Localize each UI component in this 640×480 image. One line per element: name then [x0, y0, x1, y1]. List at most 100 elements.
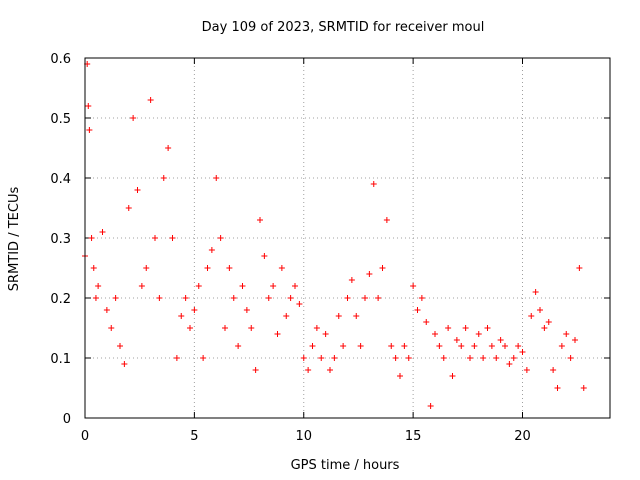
- data-point: [528, 313, 535, 319]
- data-point: [493, 355, 500, 361]
- data-point: [112, 295, 119, 301]
- data-point: [318, 355, 325, 361]
- y-tick-label: 0: [63, 412, 71, 427]
- data-point: [143, 265, 150, 271]
- x-tick-label: 10: [295, 429, 312, 444]
- data-point: [414, 307, 421, 313]
- data-point: [366, 271, 373, 277]
- data-point: [160, 175, 167, 181]
- data-point: [296, 301, 303, 307]
- data-point: [230, 295, 237, 301]
- data-point: [537, 307, 543, 313]
- data-point: [90, 265, 97, 271]
- data-point: [418, 295, 425, 301]
- data-point: [305, 367, 312, 373]
- data-point: [370, 181, 377, 187]
- data-point: [85, 103, 92, 109]
- data-point: [379, 265, 386, 271]
- y-tick-label: 0.2: [50, 292, 71, 307]
- data-point: [480, 355, 487, 361]
- data-point: [292, 283, 298, 289]
- data-point: [243, 307, 250, 313]
- data-point: [545, 319, 552, 325]
- y-tick-label: 0.6: [50, 52, 71, 67]
- y-tick-label: 0.1: [50, 352, 71, 367]
- data-point: [462, 325, 469, 331]
- data-point: [572, 337, 578, 343]
- data-point: [331, 355, 338, 361]
- x-tick-label: 15: [405, 429, 422, 444]
- data-point: [173, 355, 180, 361]
- data-point: [467, 355, 473, 361]
- x-tick-label: 5: [190, 429, 198, 444]
- data-point: [156, 295, 163, 301]
- data-point: [261, 253, 268, 259]
- grid: [85, 58, 610, 418]
- data-point: [340, 343, 347, 349]
- data-point: [92, 295, 99, 301]
- data-point: [217, 235, 224, 241]
- data-point: [147, 97, 154, 103]
- data-point: [502, 343, 508, 349]
- data-point: [449, 373, 456, 379]
- data-point: [248, 325, 255, 331]
- data-point: [274, 331, 281, 337]
- data-point: [182, 295, 189, 301]
- data-point: [440, 355, 447, 361]
- data-point: [125, 205, 132, 211]
- data-point: [222, 325, 228, 331]
- data-point: [195, 283, 202, 289]
- data-point: [313, 325, 320, 331]
- data-point: [401, 343, 408, 349]
- data-point: [88, 235, 95, 241]
- data-point: [541, 325, 548, 331]
- data-point: [353, 313, 360, 319]
- data-point: [532, 289, 539, 295]
- data-point: [283, 313, 290, 319]
- data-point: [519, 349, 526, 355]
- data-point: [580, 385, 587, 391]
- data-point: [388, 343, 395, 349]
- data-point: [484, 325, 491, 331]
- data-point: [510, 355, 517, 361]
- data-point: [357, 343, 364, 349]
- data-point: [270, 283, 277, 289]
- data-point: [103, 307, 110, 313]
- data-point: [436, 343, 443, 349]
- data-point: [362, 295, 368, 301]
- data-point: [191, 307, 198, 313]
- data-point: [563, 331, 570, 337]
- data-point: [178, 313, 185, 319]
- plot-border: [84, 57, 611, 419]
- data-point: [200, 355, 207, 361]
- data-points: [82, 61, 587, 409]
- data-point: [287, 295, 294, 301]
- x-tick-label: 0: [81, 429, 89, 444]
- data-point: [322, 331, 329, 337]
- data-point: [523, 367, 530, 373]
- data-point: [550, 367, 557, 373]
- data-point: [278, 265, 285, 271]
- data-point: [445, 325, 452, 331]
- data-point: [558, 343, 565, 349]
- data-point: [257, 217, 263, 223]
- data-point: [204, 265, 211, 271]
- y-tick-label: 0.5: [50, 112, 71, 127]
- y-tick-label: 0.4: [50, 172, 71, 187]
- data-point: [252, 367, 259, 373]
- data-point: [567, 355, 574, 361]
- axis-ticks: 0 5 10 15 20 0 0.1 0.2 0.3 0.4 0.5 0.6: [50, 52, 610, 444]
- data-point: [392, 355, 399, 361]
- data-point: [226, 265, 233, 271]
- data-point: [335, 313, 342, 319]
- data-point: [152, 235, 158, 241]
- chart-title: Day 109 of 2023, SRMTID for receiver mou…: [202, 20, 485, 35]
- data-point: [117, 343, 123, 349]
- data-point: [397, 373, 403, 379]
- data-point: [497, 337, 504, 343]
- data-point: [169, 235, 176, 241]
- data-point: [327, 367, 333, 373]
- data-point: [235, 343, 242, 349]
- data-point: [405, 355, 412, 361]
